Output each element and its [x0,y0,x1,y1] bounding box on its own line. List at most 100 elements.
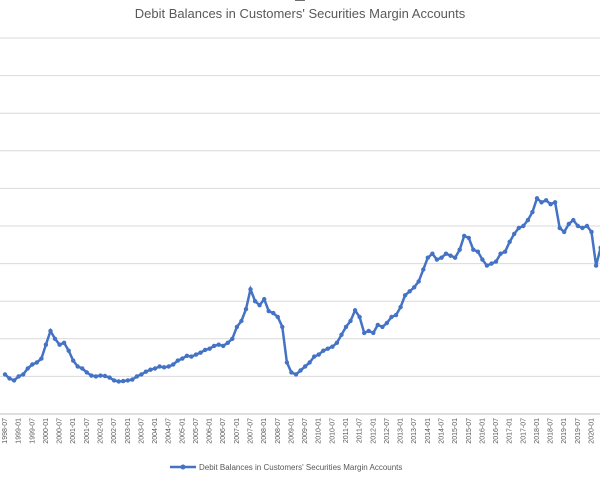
data-point [489,261,494,266]
data-point [266,308,271,314]
x-tick-label: 2009-07 [302,418,309,444]
data-point [202,347,208,353]
data-point [575,223,581,229]
data-point [421,267,426,272]
legend-label: Debit Balances in Customers' Securities … [199,463,402,472]
data-point [366,328,371,334]
x-tick-label: 2001-01 [70,418,77,444]
x-tick-label: 1999-07 [29,418,36,444]
data-point [180,356,185,361]
data-point [516,225,521,231]
data-point [221,343,226,349]
data-point [66,348,71,353]
data-point [80,366,85,371]
data-point [416,279,421,284]
x-tick-label: 2000-07 [57,418,64,444]
data-point [443,251,449,256]
data-point [98,373,103,378]
data-point [262,297,267,302]
x-tick-label: 2004-01 [152,418,159,444]
x-tick-label: 2007-01 [234,418,241,444]
x-tick-label: 2008-07 [275,418,282,444]
x-tick-label: 2010-01 [316,418,323,444]
data-point [43,342,49,347]
data-point [7,376,12,381]
legend: Debit Balances in Customers' Securities … [170,463,402,472]
data-point [434,257,440,262]
data-point [11,378,17,383]
x-tick-label: 2011-01 [343,418,350,443]
data-point [239,318,244,324]
data-point [61,340,67,345]
data-point [448,253,453,258]
x-tick-label: 2018-01 [534,418,541,444]
x-tick-label: 2016-01 [479,418,486,444]
data-point [171,362,176,367]
data-point [198,350,203,355]
data-point [571,217,576,223]
data-point [493,259,499,264]
data-point [93,374,99,379]
data-point [584,223,590,229]
data-point [39,356,44,361]
data-point [330,344,335,349]
data-point [121,378,126,384]
x-tick-label: 2007-07 [248,418,255,444]
x-tick-label: 2003-01 [125,418,132,444]
data-point [75,364,80,369]
data-point [280,324,285,330]
x-axis-ticks: 1998-07 1999-01 1999-07 2000-01 2000-07 2001-… [2,418,596,444]
x-tick-label: 2014-07 [438,418,445,444]
data-point [389,314,394,320]
data-point [84,370,90,375]
data-point [243,306,249,312]
data-point [252,299,258,304]
data-point [111,378,117,383]
data-point [548,202,553,207]
data-point [125,378,130,383]
data-point [543,198,549,203]
data-point [371,330,376,336]
data-point [393,312,399,318]
data-point [521,223,526,229]
data-point [471,247,476,252]
x-tick-label: 2018-07 [548,418,555,444]
data-point [593,263,599,268]
data-point [293,372,299,377]
data-point [589,229,594,235]
x-tick-label: 2017-01 [507,418,514,444]
data-point [466,235,471,241]
x-tick-label: 2002-01 [97,418,104,444]
data-point [557,225,562,231]
data-point [248,287,253,292]
data-point [352,308,358,313]
chart-title-cut-glyph: ▀ [295,0,305,8]
x-tick-label: 2006-07 [220,418,227,444]
x-tick-label: 2011-07 [357,418,364,443]
x-tick-label: 2013-01 [398,418,405,444]
data-point [362,330,367,336]
data-point [25,366,30,371]
data-point [166,364,171,369]
data-point [130,377,135,382]
data-point [480,257,485,262]
data-point [289,370,294,375]
data-point [52,336,58,341]
data-point [580,225,585,231]
data-point [275,314,280,320]
x-tick-label: 2014-01 [425,418,432,444]
data-point [257,303,262,308]
x-tick-label: 2020-01 [589,418,596,444]
data-point [30,362,35,367]
data-point [175,358,180,363]
data-point [321,348,326,353]
data-point [425,255,430,260]
data-point [325,346,330,351]
data-point [284,360,290,365]
data-point [298,368,303,373]
data-point [343,324,349,330]
x-tick-label: 2013-07 [411,418,418,444]
data-point [566,221,571,227]
data-point [402,293,408,298]
